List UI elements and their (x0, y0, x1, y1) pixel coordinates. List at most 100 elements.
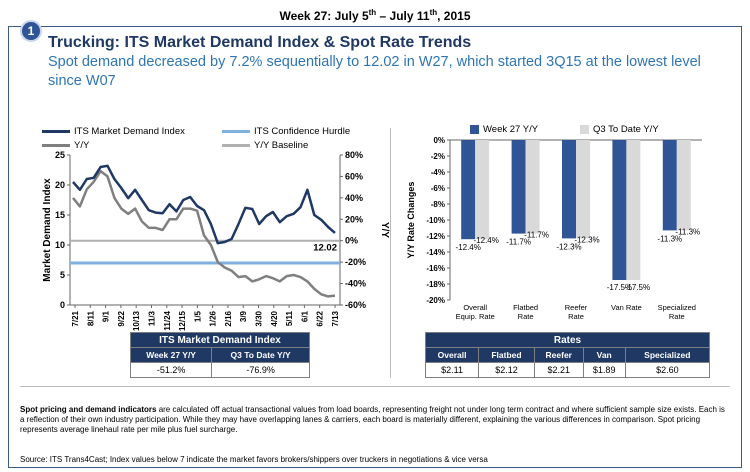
demand-index-table: ITS Market Demand Index Week 27 Y/Y Q3 T… (129, 332, 310, 378)
demand-table-header: Week 27 Y/Y (129, 347, 213, 363)
legend-swatch (222, 130, 250, 133)
y2-axis-label: Y/Y (379, 222, 390, 238)
methodology-note: Spot pricing and demand indicators are c… (20, 386, 730, 444)
slide-frame (8, 26, 742, 468)
y2-tick-label: 20% (345, 214, 363, 224)
legend-yy: Y/Y (42, 140, 89, 151)
rates-table-title: Rates (425, 332, 710, 348)
bar-q3-to-date (525, 140, 540, 234)
x-tick-label: 11/24 (163, 310, 172, 330)
bar-y-axis-label: Y/Y Rate Changes (406, 182, 416, 259)
x-tick-label: 2/16 (224, 310, 233, 326)
bar-q3-to-date (676, 140, 691, 231)
bar-q3-to-date (626, 140, 641, 280)
x-tick-label: 12/15 (178, 310, 187, 331)
week-header: Week 27: July 5th – July 11th, 2015 (279, 8, 471, 23)
bar-week27 (511, 140, 526, 234)
bar-y-tick-label: -20% (426, 296, 445, 305)
bar-category-label: Rate (518, 312, 534, 321)
market-demand-line-chart: 25 20 15 10 5 0 80% 60% 40% 20% 0% -20% -40% -60% Mark… (42, 150, 390, 331)
slide-number-badge: 1 (20, 20, 42, 42)
x-tick-label: 7/13 (331, 310, 340, 326)
note-bold-lead: Spot pricing and demand indicators (20, 405, 157, 414)
bar-value-label: -12.3% (556, 242, 581, 251)
x-tick-label: 6/22 (316, 310, 325, 326)
y2-tick-label: -20% (345, 257, 366, 267)
chart-divider (390, 128, 391, 378)
x-tick-label: 11/3 (147, 310, 156, 326)
legend-yy-baseline: Y/Y Baseline (222, 140, 308, 151)
bar-y-tick-label: -8% (431, 200, 445, 209)
rates-table: Rates Overall Flatbed Reefer Van Special… (424, 332, 711, 378)
bar-category-label: Equip. Rate (456, 312, 495, 321)
x-tick-label: 4/20 (270, 310, 279, 326)
legend-swatch (42, 130, 70, 133)
source-note: Source: ITS Trans4Cast; Index values bel… (20, 455, 488, 464)
demand-table-cell: -76.9% (211, 362, 310, 378)
rates-table-cell: $2.11 (424, 362, 480, 378)
x-tick-label: 3/9 (239, 310, 248, 322)
rates-table-header: Overall (424, 347, 480, 363)
bar-y-tick-label: -12% (426, 232, 445, 241)
y2-tick-label: 80% (345, 150, 363, 160)
bar-category-label: Specialized (658, 303, 696, 312)
bar-y-tick-label: -4% (431, 168, 445, 177)
y-axis-label: Market Demand Index (42, 178, 53, 282)
bar-y-tick-label: -18% (426, 280, 445, 289)
bar-week27 (562, 140, 576, 239)
x-tick-label: 7/21 (71, 310, 80, 326)
bar-category-label: Rate (568, 312, 584, 321)
x-tick-label: 8/11 (86, 310, 95, 326)
legend-swatch (470, 125, 479, 134)
bar-category-label: Reefer (565, 303, 588, 312)
yy-series-line (72, 169, 336, 298)
x-tick-label: 6/1 (300, 310, 309, 322)
y-tick-label: 20 (55, 180, 65, 190)
rates-table-cell: $2.21 (533, 362, 584, 378)
bar-week27 (612, 140, 627, 280)
legend-swatch (580, 125, 589, 134)
y-tick-label: 15 (55, 210, 65, 220)
bar-value-label: -11.7% (524, 231, 549, 240)
x-tick-label: 9/22 (117, 310, 126, 326)
page-title: Trucking: ITS Market Demand Index & Spot… (48, 34, 472, 51)
bar-week27 (461, 140, 476, 240)
note-text: are calculated off actual transactional … (20, 405, 725, 434)
legend-demand-index: ITS Market Demand Index (42, 126, 185, 137)
x-tick-label: 1/26 (209, 310, 218, 326)
x-tick-label: 3/30 (255, 310, 264, 326)
bar-q3-to-date (475, 140, 490, 240)
rates-table-cell: $2.12 (478, 362, 535, 378)
y-tick-label: 10 (55, 240, 65, 250)
bar-category-label: Van Rate (611, 303, 642, 312)
bar-value-label: -11.3% (657, 234, 682, 243)
bar-y-tick-label: -14% (426, 248, 445, 257)
bar-value-label: -12.4% (474, 236, 499, 245)
page-subtitle: Spot demand decreased by 7.2% sequential… (48, 54, 701, 89)
x-tick-label: 9/1 (102, 310, 111, 322)
legend-confidence-hurdle: ITS Confidence Hurdle (222, 126, 350, 137)
bar-category-label: Flatbed (513, 303, 538, 312)
y-tick-label: 5 (60, 270, 65, 280)
bar-y-tick-label: -10% (426, 216, 445, 225)
y2-tick-label: 60% (345, 171, 363, 181)
rates-table-cell: $1.89 (582, 362, 626, 378)
x-tick-label: 1/5 (193, 310, 202, 322)
y-tick-label: 25 (55, 150, 65, 160)
bar-y-tick-label: -2% (431, 152, 445, 161)
rates-table-cell: $2.60 (624, 362, 711, 378)
y-tick-label: 0 (60, 300, 65, 310)
bar-y-tick-label: -6% (431, 184, 445, 193)
legend-q3-to-date: Q3 To Date Y/Y (580, 124, 659, 135)
bar-value-label: -11.7% (506, 238, 531, 247)
rate-changes-bar-chart: 0% -2% -4% -6% -8% -10% -12% -14% -16% -18% -20% Y/… (406, 136, 702, 321)
rates-table-header: Van (582, 347, 626, 363)
bar-q3-to-date (576, 140, 590, 239)
bar-value-label: -11.3% (675, 227, 700, 236)
bar-category-label: Rate (669, 312, 685, 321)
bar-value-label: -17.5% (607, 283, 632, 292)
rates-table-header: Reefer (533, 347, 584, 363)
bar-y-tick-label: -16% (426, 264, 445, 273)
bar-value-label: -12.3% (574, 235, 599, 244)
bar-y-tick-label: 0% (433, 136, 445, 145)
